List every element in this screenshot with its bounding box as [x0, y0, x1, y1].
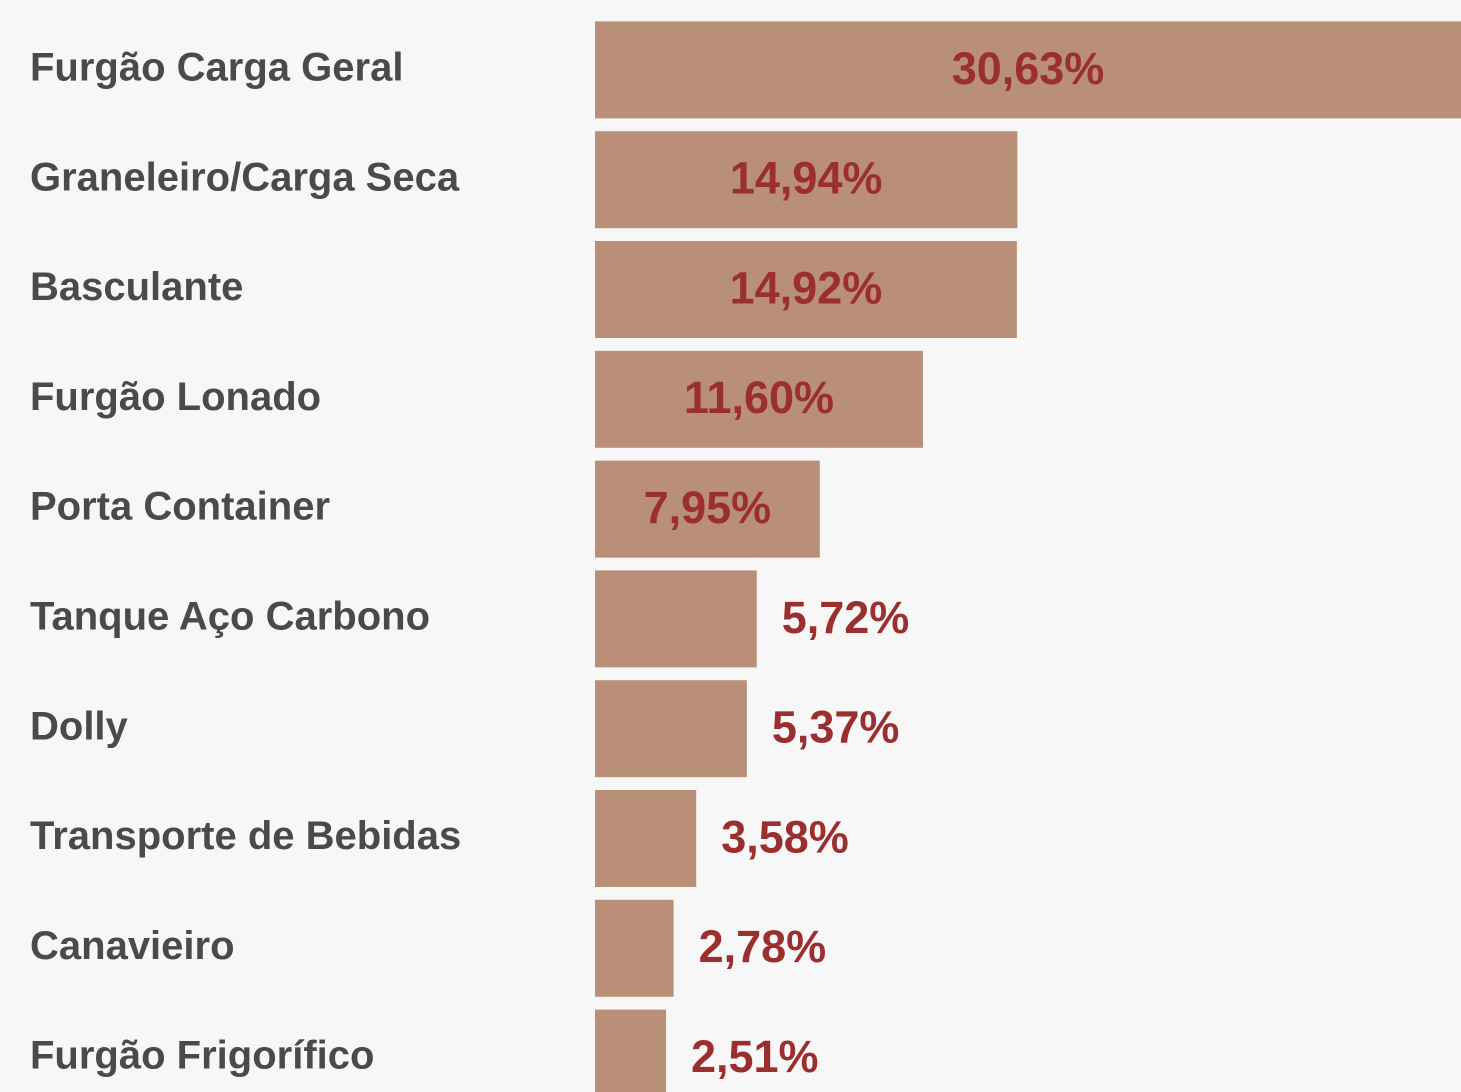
value-label: 11,60% [684, 372, 834, 423]
bar [595, 241, 1017, 338]
category-label: Tanque Aço Carbono [30, 594, 430, 638]
category-label: Furgão Frigorífico [30, 1034, 374, 1078]
value-label: 5,37% [772, 702, 900, 753]
value-label: 2,78% [699, 921, 827, 972]
category-label: Porta Container [30, 485, 330, 529]
bar [595, 350, 923, 448]
bar [595, 570, 757, 668]
value-label: 3,58% [721, 811, 849, 862]
category-label: Transporte de Bebidas [30, 814, 461, 858]
value-label: 5,72% [782, 592, 910, 643]
bar [595, 680, 747, 778]
category-label: Canavieiro [30, 924, 235, 968]
value-label: 2,51% [691, 1031, 819, 1082]
value-label: 30,63% [952, 43, 1105, 94]
value-label: 14,94% [730, 153, 883, 204]
bar [595, 131, 1018, 229]
bar [595, 21, 1461, 119]
value-label: 14,92% [730, 262, 883, 313]
bar [595, 899, 674, 997]
category-label: Furgão Lonado [30, 375, 321, 419]
category-label: Furgão Carga Geral [30, 45, 403, 89]
category-label: Basculante [30, 265, 243, 309]
category-label: Dolly [30, 704, 129, 748]
bar [595, 790, 697, 887]
bar [595, 1009, 666, 1092]
value-label: 7,95% [644, 482, 772, 533]
category-label: Graneleiro/Carga Seca [30, 155, 460, 199]
bar [595, 460, 820, 558]
